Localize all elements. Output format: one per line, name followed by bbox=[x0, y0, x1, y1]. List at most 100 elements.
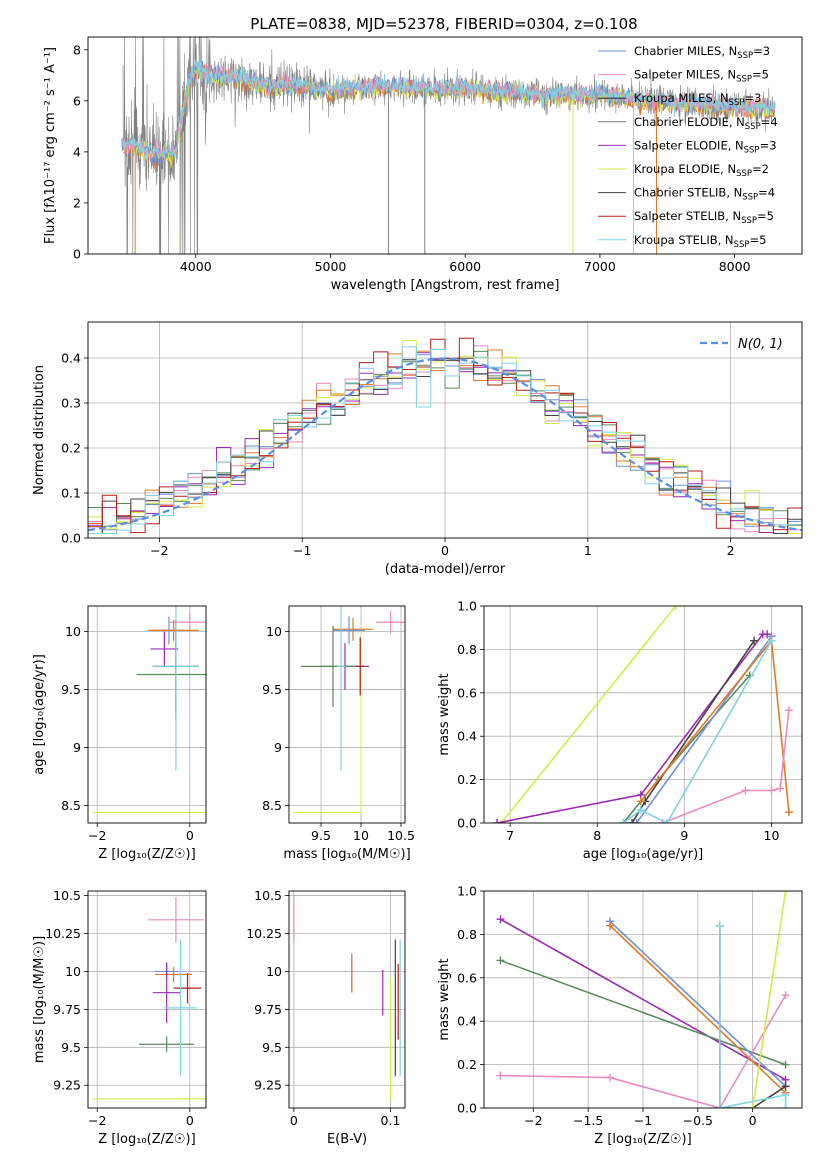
series-marker bbox=[619, 819, 628, 823]
y-tick-label: 0.2 bbox=[457, 1057, 477, 1072]
panel-mass_weight_vs_age: 7 8 9 10 0.0 0.2 0.4 0.6 0.8 1.0 age [log₁₀(age/yr… bbox=[437, 599, 803, 862]
series-marker bbox=[776, 784, 785, 793]
plot-area-spectrum bbox=[121, 37, 776, 254]
panel-spectrum: 4000 5000 6000 7000 8000 0 2 4 6 8 wavelength [Ang… bbox=[43, 36, 803, 293]
figure-title: PLATE=0838, MJD=52378, FIBERID=0304, z=0… bbox=[250, 15, 637, 33]
x-axis-label: wavelength [Angstrom, rest frame] bbox=[331, 278, 560, 293]
y-tick-label: 9 bbox=[73, 740, 81, 755]
legend-label: Chabrier ELODIE, NSSP=4 bbox=[634, 115, 778, 132]
weight-series bbox=[748, 891, 790, 1108]
y-tick-label: 0.4 bbox=[457, 1014, 477, 1029]
x-axis-label: Z [log₁₀(Z/Z☉)] bbox=[98, 847, 195, 862]
legend-label: N(0, 1) bbox=[738, 337, 783, 352]
y-tick-label: 10 bbox=[65, 624, 81, 639]
series-marker bbox=[671, 606, 680, 610]
x-axis-label: age [log₁₀(age/yr)] bbox=[583, 847, 704, 862]
legend-subscript: SSP bbox=[744, 145, 760, 155]
legend-suffix: =3 bbox=[760, 138, 777, 152]
y-tick-label: 0.2 bbox=[61, 441, 81, 456]
weight-series bbox=[658, 706, 793, 823]
legend-subscript: SSP bbox=[742, 193, 758, 203]
x-tick-label: −1.5 bbox=[573, 1113, 603, 1128]
y-tick-label: 9 bbox=[274, 740, 282, 755]
x-tick-label: −1 bbox=[293, 543, 311, 558]
x-tick-label: −2 bbox=[524, 1113, 542, 1128]
plot-area-mass_weight_vs_age bbox=[484, 606, 802, 823]
legend-suffix: =5 bbox=[757, 209, 774, 223]
series-marker bbox=[662, 819, 671, 823]
x-tick-label: 9.5 bbox=[311, 828, 331, 843]
x-tick-label: 9 bbox=[680, 828, 688, 843]
y-tick-label: 9.5 bbox=[61, 1040, 81, 1055]
error-bar-point bbox=[333, 617, 373, 641]
legend: Chabrier MILES, NSSP=3 Salpeter MILES, NS… bbox=[598, 44, 778, 250]
y-axis-label: mass weight bbox=[437, 673, 452, 755]
panel-residual_histogram: −2 −1 0 1 2 0.0 0.1 0.2 0.3 0.4 (data-model)/error… bbox=[32, 321, 803, 577]
y-tick-label: 0.6 bbox=[457, 970, 477, 985]
legend-item: Salpeter ELODIE, NSSP=3 bbox=[598, 138, 777, 155]
series-marker bbox=[781, 991, 790, 1000]
y-tick-label: 0.8 bbox=[457, 927, 477, 942]
error-bar-point bbox=[148, 619, 200, 641]
series-line bbox=[751, 891, 787, 1108]
series-line bbox=[623, 635, 773, 823]
series-line bbox=[631, 640, 755, 823]
series-marker bbox=[496, 1071, 505, 1080]
y-tick-label: 0.4 bbox=[61, 351, 81, 366]
error-bar-point bbox=[173, 972, 202, 1004]
x-tick-label: −2 bbox=[88, 828, 106, 843]
series-marker bbox=[781, 1060, 790, 1069]
y-tick-label: 0.6 bbox=[457, 685, 477, 700]
y-tick-label: 0.1 bbox=[61, 486, 81, 501]
x-tick-label: 8 bbox=[593, 828, 601, 843]
y-tick-label: 9.75 bbox=[53, 1002, 81, 1017]
plot-area-age_vs_mass bbox=[289, 606, 405, 823]
y-tick-label: 1.0 bbox=[457, 599, 477, 614]
y-tick-label: 4 bbox=[73, 144, 81, 159]
error-bar-point bbox=[150, 631, 179, 667]
range-box bbox=[92, 971, 206, 1100]
legend-subscript: SSP bbox=[736, 169, 752, 179]
x-tick-label: 4000 bbox=[180, 259, 212, 274]
legend-subscript: SSP bbox=[741, 216, 757, 226]
model-spectrum bbox=[121, 56, 776, 159]
series-marker bbox=[496, 915, 505, 924]
series-line bbox=[622, 640, 773, 823]
error-bar-point bbox=[138, 1036, 195, 1052]
plot-area-mass_vs_ebv bbox=[289, 891, 405, 1108]
axes-frame bbox=[483, 890, 803, 1109]
legend-item: Chabrier STELIB, NSSP=4 bbox=[598, 186, 775, 203]
y-tick-label: 10 bbox=[266, 964, 282, 979]
series-marker bbox=[748, 1104, 757, 1108]
legend-subscript: SSP bbox=[736, 75, 752, 85]
legend-suffix: =4 bbox=[758, 186, 775, 200]
y-tick-label: 9.25 bbox=[254, 1078, 282, 1093]
x-tick-label: −2 bbox=[150, 543, 168, 558]
legend-item: Kroupa STELIB, NSSP=5 bbox=[598, 233, 766, 250]
panel-mass_vs_Z: −2 0 9.25 9.5 9.75 10 10.25 10.5 Z [log₁₀(Z/Z☉)]… bbox=[32, 888, 207, 1147]
y-tick-label: 10.25 bbox=[45, 926, 81, 941]
x-tick-label: −0.5 bbox=[683, 1113, 713, 1128]
y-tick-label: 1.0 bbox=[457, 884, 477, 899]
y-tick-label: 0.0 bbox=[457, 1101, 477, 1116]
series-line bbox=[500, 994, 787, 1108]
y-tick-label: 9.25 bbox=[53, 1078, 81, 1093]
series-marker bbox=[628, 819, 637, 823]
x-axis-label: mass [log₁₀(M/M☉)] bbox=[283, 847, 410, 862]
y-tick-label: 9.5 bbox=[262, 682, 282, 697]
series-marker bbox=[781, 1082, 790, 1091]
plot-area-mass_vs_Z bbox=[88, 891, 206, 1108]
y-axis-label: mass [log₁₀(M/M☉)] bbox=[32, 936, 47, 1063]
error-bar-point bbox=[155, 966, 193, 983]
x-tick-label: 0.1 bbox=[381, 1113, 401, 1128]
legend-item: Chabrier MILES, NSSP=3 bbox=[598, 44, 770, 61]
range-box bbox=[92, 625, 206, 814]
y-axis-label: Flux [fλ10⁻¹⁷ erg cm⁻² s⁻¹ A⁻¹] bbox=[43, 47, 58, 244]
y-tick-label: 10.5 bbox=[53, 888, 81, 903]
legend-subscript: SSP bbox=[737, 51, 753, 61]
legend-subscript: SSP bbox=[734, 240, 750, 250]
x-tick-label: 0 bbox=[186, 1113, 194, 1128]
x-tick-label: 7 bbox=[506, 828, 514, 843]
x-tick-label: 10 bbox=[353, 828, 369, 843]
